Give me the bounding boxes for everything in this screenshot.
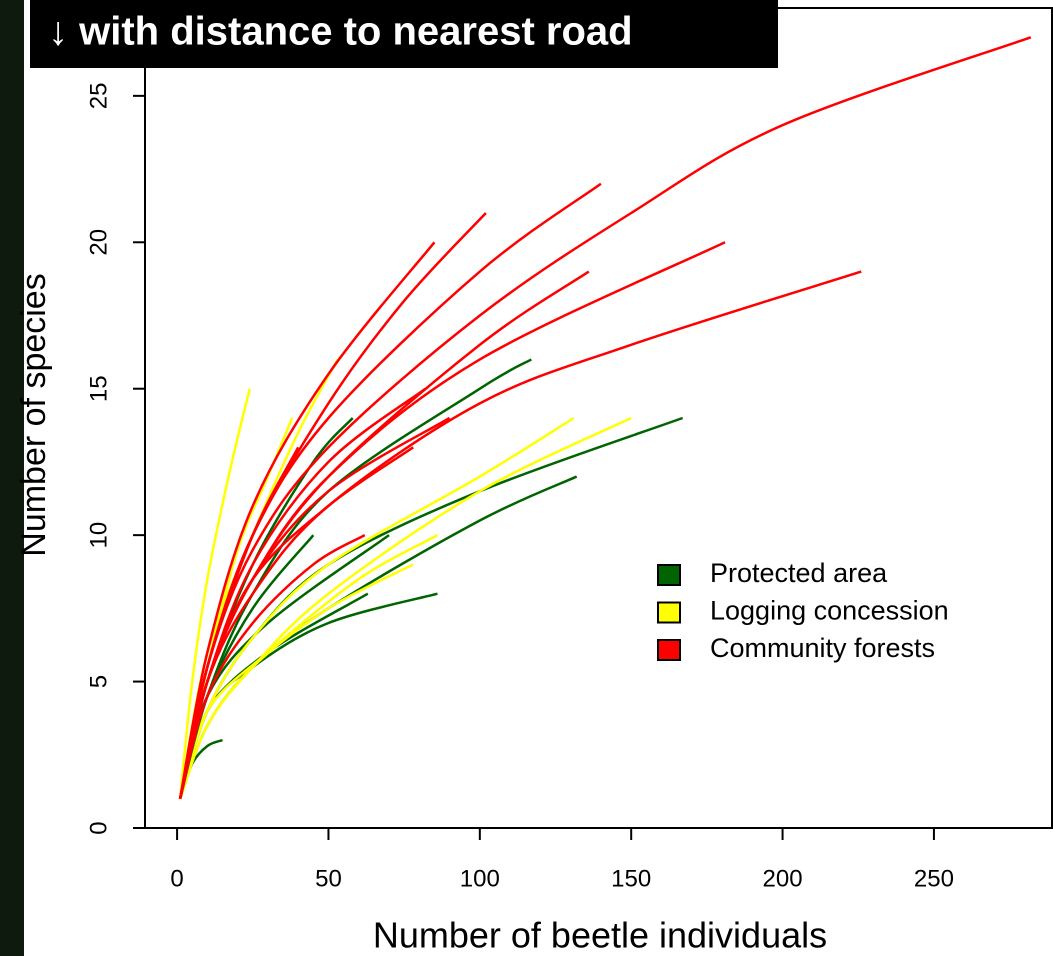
x-tick-label: 100 xyxy=(460,865,500,892)
y-tick-label: 20 xyxy=(85,229,112,256)
y-tick-label: 25 xyxy=(85,83,112,110)
chart: ↓ with distance to nearest road Number o… xyxy=(0,0,1053,956)
x-tick-label: 250 xyxy=(914,865,954,892)
y-tick-label: 5 xyxy=(85,675,112,688)
legend-swatch xyxy=(658,603,680,623)
x-tick-label: 0 xyxy=(170,865,183,892)
y-tick-label: 0 xyxy=(85,821,112,834)
curve xyxy=(180,418,683,799)
curve xyxy=(180,418,631,799)
curve xyxy=(180,272,861,799)
x-axis-label: Number of beetle individuals xyxy=(373,915,827,956)
x-tick-label: 50 xyxy=(315,865,342,892)
legend-label: Protected area xyxy=(710,558,888,588)
curve xyxy=(180,213,486,799)
y-axis-label: Number of species xyxy=(15,273,53,556)
x-tick-label: 200 xyxy=(763,865,803,892)
y-tick-label: 15 xyxy=(85,375,112,402)
curve xyxy=(180,184,601,799)
curve xyxy=(180,37,1031,798)
x-tick-label: 150 xyxy=(611,865,651,892)
legend-label: Community forests xyxy=(710,633,935,663)
chart-title: ↓ with distance to nearest road xyxy=(48,10,633,54)
plot-frame xyxy=(145,8,1052,828)
curve xyxy=(180,477,577,799)
curve xyxy=(180,242,725,798)
y-tick-label: 10 xyxy=(85,522,112,549)
legend-swatch xyxy=(658,640,680,660)
legend-label: Logging concession xyxy=(710,596,949,626)
legend-swatch xyxy=(658,565,680,585)
